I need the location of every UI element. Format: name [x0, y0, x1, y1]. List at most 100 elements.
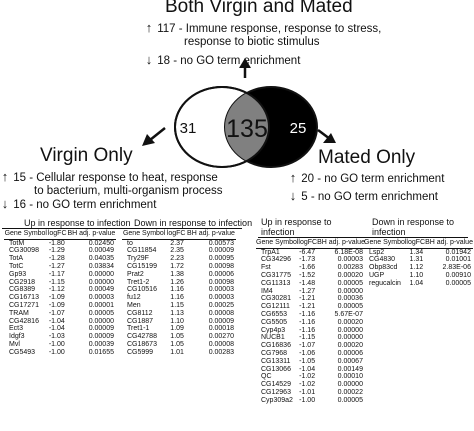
gene-symbol-cell: Ect3 [9, 325, 24, 333]
table-header-row: Gene Symbol logFC BH adj. p-value [4, 230, 116, 240]
pvalue-cell: 0.00018 [208, 325, 234, 333]
pvalue-cell: 0.00009 [208, 317, 234, 325]
table-header-row: Gene Symbol logFC BH adj. p-value [122, 230, 236, 240]
up-arrowhead-icon [239, 58, 251, 68]
virgin-down-count: 16 [13, 199, 26, 211]
logfc-cell: 1.38 [170, 270, 184, 278]
table-row: TotM -1.80 0.02450 [4, 239, 116, 247]
table-row: CG30281 -1.21 0.00036 [256, 295, 365, 303]
logfc-cell: 1.12 [409, 264, 424, 272]
logfc-cell: -1.02 [299, 381, 316, 389]
pvalue-cell: 0.00020 [337, 271, 363, 279]
virgin-up-text-2: to bacterium, multi-organism process [34, 185, 223, 197]
gene-symbol-cell: QC [261, 373, 272, 381]
gene-symbol-cell: CG15199 [127, 262, 157, 270]
virgin-up-caption: Up in response to infection [24, 218, 131, 228]
table-row: CG8389 -1.12 0.00049 [4, 286, 116, 294]
column-header: Gene Symbol [364, 239, 407, 249]
logfc-cell: -1.48 [299, 279, 316, 287]
table-row: CG31775 -1.52 0.00020 [256, 272, 365, 280]
mated-up-text: - no GO term enrichment [317, 173, 445, 185]
table-row: CG6553 -1.16 5.67E-07 [256, 311, 365, 319]
gene-symbol-cell: CG8112 [127, 309, 153, 317]
logfc-cell: -1.04 [48, 325, 65, 333]
pvalue-cell: 5.67E-07 [334, 310, 363, 318]
logfc-cell: -1.15 [299, 334, 316, 342]
gene-symbol-cell: to [127, 239, 133, 247]
table-row: TotC -1.27 0.03834 [4, 263, 116, 271]
gene-symbol-cell: TotA [9, 255, 24, 263]
gene-symbol-cell: CG8389 [9, 286, 36, 294]
gene-symbol-cell: CG5493 [9, 348, 36, 356]
table-row: Lsp2 1.34 0.01942 [364, 248, 473, 256]
table-row: to 2.37 0.00573 [122, 239, 236, 247]
table-row: Gp93 -1.17 0.00000 [4, 271, 116, 279]
gene-symbol-cell: CG30098 [9, 247, 39, 255]
logfc-cell: -1.66 [299, 264, 316, 272]
pvalue-cell: 0.00149 [337, 365, 363, 373]
table-row: CG2918 -1.15 0.00000 [4, 279, 116, 287]
logfc-cell: -1.80 [48, 239, 65, 247]
logfc-cell: 1.10 [170, 317, 184, 325]
virgin-down-caption: Down in response to infection [134, 218, 253, 228]
logfc-cell: -1.21 [299, 295, 316, 303]
logfc-cell: -1.28 [48, 255, 65, 263]
pvalue-cell: 0.00005 [337, 396, 363, 404]
column-header: logFC [298, 239, 318, 249]
table-row: Ect3 -1.04 0.00009 [4, 325, 116, 333]
logfc-cell: -1.16 [299, 310, 316, 318]
logfc-cell: -1.27 [299, 287, 316, 295]
gene-symbol-cell: Cyp4p3 [261, 326, 286, 334]
pvalue-cell: 2.83E-06 [442, 264, 471, 272]
pvalue-cell: 0.00020 [337, 342, 363, 350]
pvalue-cell: 0.00067 [337, 357, 363, 365]
logfc-cell: 1.01 [170, 348, 184, 356]
logfc-cell: 2.35 [170, 247, 184, 255]
logfc-cell: -1.04 [299, 365, 316, 373]
virgin-up-count: 15 [13, 172, 26, 184]
pvalue-cell: 0.00020 [337, 318, 363, 326]
gene-symbol-cell: CG42816 [9, 317, 39, 325]
table-row: CG13311 -1.05 0.00067 [256, 358, 365, 366]
table-row: CG11854 2.35 0.00009 [122, 247, 236, 255]
column-header: Gene Symbol [122, 230, 167, 240]
virgin-down-line: ↓ 16 - no GO term enrichment [0, 197, 157, 212]
logfc-cell: 1.04 [409, 279, 424, 287]
both-down-text: - no GO term enrichment [173, 55, 301, 67]
table-row: CG34296 -1.73 0.00003 [256, 256, 365, 264]
table-row: TrpA1 -6.47 6.18E-08 [256, 248, 365, 256]
pvalue-cell: 0.00049 [88, 286, 114, 294]
both-up-text-2: response to biotic stimulus [184, 36, 320, 48]
logfc-cell: -1.05 [299, 357, 316, 365]
gene-symbol-cell: CG34296 [261, 256, 291, 264]
gene-symbol-cell: CG18673 [127, 340, 157, 348]
logfc-cell: -1.00 [48, 340, 65, 348]
gene-symbol-cell: Cyp309a2 [261, 396, 293, 404]
pvalue-cell: 0.00573 [208, 239, 234, 247]
logfc-cell: -1.12 [48, 286, 65, 294]
gene-symbol-cell: Tret1-1 [127, 325, 150, 333]
both-up-text-1: - Immune response, response to stress, [178, 23, 382, 35]
table-row: CG42816 -1.04 0.00000 [4, 318, 116, 326]
logfc-cell: -1.01 [299, 388, 316, 396]
pvalue-cell: 0.04035 [88, 255, 114, 263]
logfc-cell: -1.73 [299, 256, 316, 264]
pvalue-cell: 0.00039 [88, 340, 114, 348]
pvalue-cell: 0.00005 [88, 309, 114, 317]
table-row: CG11313 -1.48 0.00005 [256, 280, 365, 288]
column-header: logFC [47, 230, 67, 240]
gene-symbol-cell: Idgf3 [9, 333, 25, 341]
gene-symbol-cell: Try29F [127, 255, 149, 263]
gene-symbol-cell: IM4 [261, 287, 273, 295]
table-header-row: Gene Symbol logFC BH adj. p-value [364, 239, 473, 249]
virgin-divider [2, 228, 242, 229]
pvalue-cell: 0.00283 [337, 264, 363, 272]
table-row: Idgf3 -1.03 0.00009 [4, 333, 116, 341]
column-header: Gene Symbol [256, 239, 299, 249]
logfc-cell: 1.10 [409, 271, 424, 279]
down-arrow-icon: ↓ [145, 52, 153, 67]
table-row: CG15199 1.72 0.00098 [122, 263, 236, 271]
virgin-up-text-1: - Cellular response to heat, response [29, 172, 218, 184]
pvalue-cell: 0.00000 [337, 326, 363, 334]
table-row: CG5999 1.01 0.00283 [122, 349, 236, 357]
